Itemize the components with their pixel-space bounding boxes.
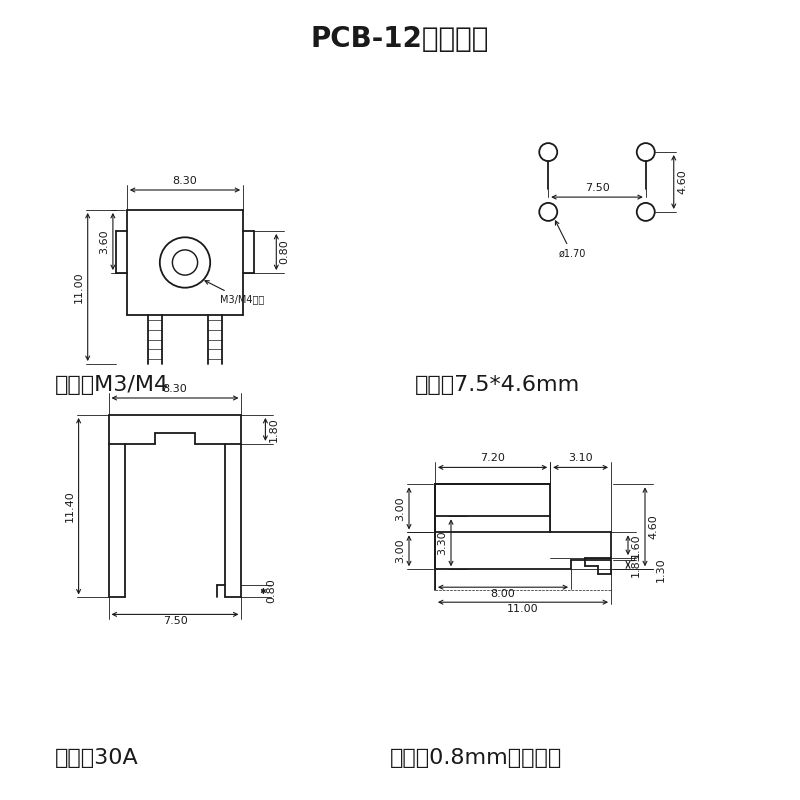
Text: 7.20: 7.20 — [480, 454, 505, 463]
Text: 8.30: 8.30 — [173, 176, 198, 186]
Text: 8.30: 8.30 — [162, 384, 187, 394]
Text: 1.30: 1.30 — [656, 557, 666, 582]
Text: 1.80: 1.80 — [268, 417, 278, 442]
Text: 3.00: 3.00 — [395, 538, 405, 563]
Text: 4.60: 4.60 — [648, 514, 658, 539]
Text: 11.40: 11.40 — [65, 490, 74, 522]
Text: PCB-12侧脚端子: PCB-12侧脚端子 — [311, 25, 489, 53]
Text: 4.60: 4.60 — [678, 170, 688, 194]
Text: 8.00: 8.00 — [490, 589, 515, 599]
Text: 3.60: 3.60 — [99, 229, 109, 254]
Text: ø1.70: ø1.70 — [555, 221, 586, 259]
Text: 0.80: 0.80 — [279, 240, 290, 264]
Text: 1.60: 1.60 — [631, 533, 641, 558]
Text: 材质：0.8mm黄铜镀锡: 材质：0.8mm黄铜镀锡 — [390, 748, 562, 768]
Text: 螺孔：M3/M4: 螺孔：M3/M4 — [55, 375, 169, 395]
Text: 脚距：7.5*4.6mm: 脚距：7.5*4.6mm — [415, 375, 580, 395]
Text: 3.30: 3.30 — [437, 530, 447, 555]
Text: 0.80: 0.80 — [266, 578, 277, 603]
Text: 11.00: 11.00 — [507, 604, 539, 614]
Text: 3.00: 3.00 — [395, 496, 405, 521]
Text: 1.85: 1.85 — [631, 553, 641, 577]
Text: 3.10: 3.10 — [568, 454, 593, 463]
Text: 电流：30A: 电流：30A — [55, 748, 138, 768]
Text: 7.50: 7.50 — [585, 183, 610, 193]
Text: 7.50: 7.50 — [162, 616, 187, 626]
Text: 11.00: 11.00 — [74, 271, 84, 303]
Text: M3/M4螺孔: M3/M4螺孔 — [205, 281, 264, 305]
